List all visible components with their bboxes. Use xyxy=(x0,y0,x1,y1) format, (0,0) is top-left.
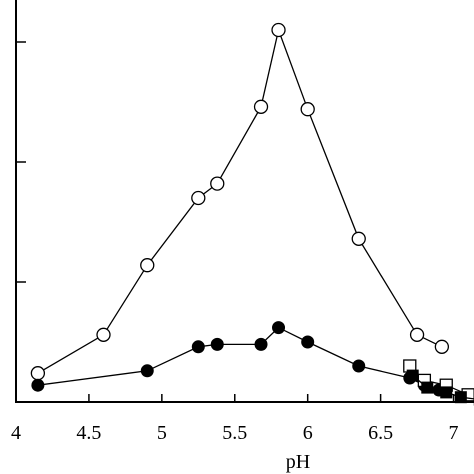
x-tick-label: 5 xyxy=(157,422,167,444)
data-point xyxy=(210,337,224,351)
data-point xyxy=(191,340,205,354)
ticks-layer: 4 4.5 5 5.5 6 6.5 7 xyxy=(11,41,459,444)
x-axis-title: pH xyxy=(286,451,310,473)
plot-frame xyxy=(15,0,474,403)
data-point xyxy=(253,99,269,114)
data-point xyxy=(406,369,419,382)
x-tick-label: 4.5 xyxy=(76,422,101,444)
data-point xyxy=(421,381,434,394)
data-point xyxy=(351,231,366,246)
data-point xyxy=(271,22,286,38)
data-point xyxy=(191,190,206,206)
data-point xyxy=(409,327,425,342)
series-line xyxy=(37,27,443,374)
data-point xyxy=(454,391,467,404)
series-filled-circle xyxy=(31,321,446,397)
series-open-circle xyxy=(30,22,450,381)
x-tick-label: 6 xyxy=(303,422,313,444)
x-tick-label: 6.5 xyxy=(368,422,393,444)
plot-area xyxy=(15,0,474,403)
data-point xyxy=(140,364,154,378)
data-point xyxy=(30,366,46,381)
series-layer xyxy=(30,22,474,406)
data-point xyxy=(272,321,286,335)
data-point xyxy=(434,339,450,354)
data-point xyxy=(440,386,453,399)
data-point xyxy=(210,176,225,191)
x-tick-label: 5.5 xyxy=(222,422,247,444)
x-tick-label: 4 xyxy=(11,422,21,444)
data-point xyxy=(96,327,111,342)
data-point xyxy=(300,102,315,117)
data-point xyxy=(31,378,45,392)
data-point xyxy=(301,335,315,349)
series-filled-square xyxy=(406,369,474,406)
data-point xyxy=(352,359,366,373)
data-point xyxy=(140,258,155,273)
x-tick-label: 7 xyxy=(449,422,459,444)
data-point xyxy=(254,337,268,351)
